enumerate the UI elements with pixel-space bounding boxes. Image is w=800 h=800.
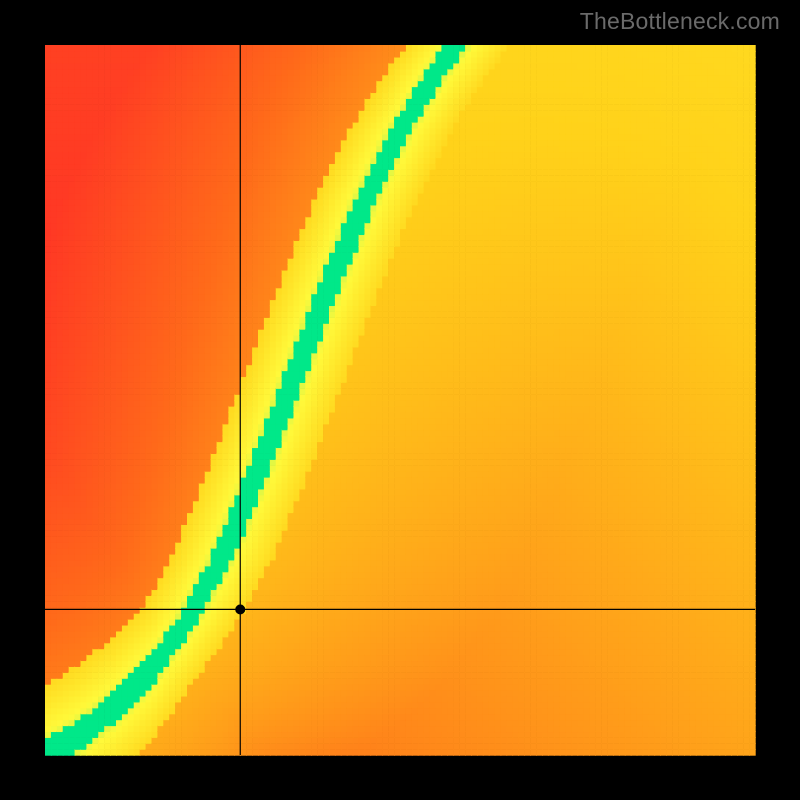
chart-container: TheBottleneck.com xyxy=(0,0,800,800)
watermark-text: TheBottleneck.com xyxy=(580,8,780,35)
bottleneck-heatmap xyxy=(0,0,800,800)
